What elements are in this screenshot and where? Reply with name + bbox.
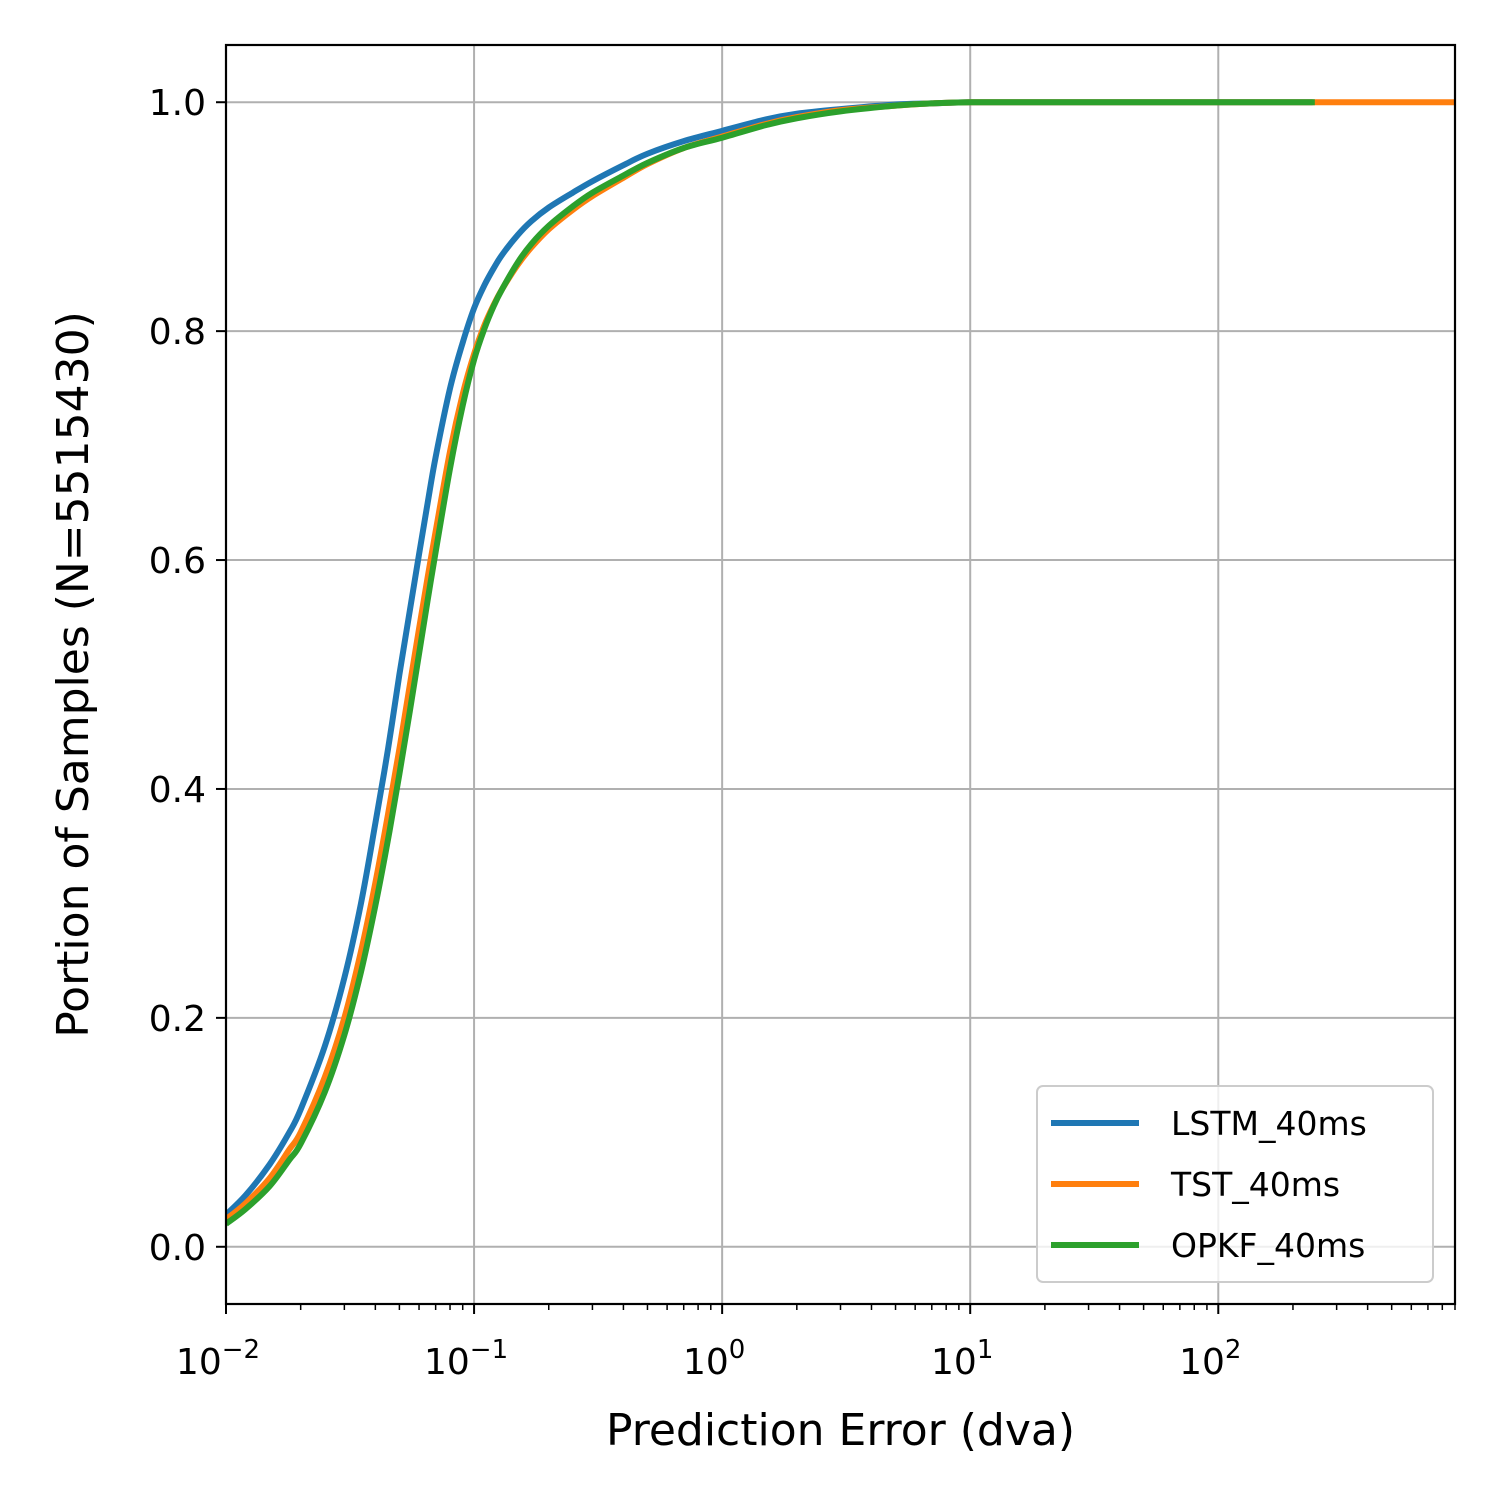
y-tick-label: 0.6 [149, 541, 206, 582]
series-lines [226, 99, 1455, 1227]
y-tick-label: 0.2 [149, 999, 206, 1040]
y-axis-label: Portion of Samples (N=5515430) [48, 311, 99, 1038]
x-tick-base: 10 [176, 1342, 222, 1383]
legend-label: LSTM_40ms [1171, 1104, 1367, 1143]
x-tick-label: 102 [1179, 1335, 1241, 1383]
x-tick-label: 10−1 [424, 1335, 508, 1383]
x-tick-base: 10 [931, 1342, 977, 1383]
x-tick-exponent: 2 [1225, 1335, 1242, 1365]
legend-box [1036, 1085, 1434, 1283]
x-axis-label: Prediction Error (dva) [606, 1405, 1075, 1456]
x-tick-base: 10 [424, 1342, 470, 1383]
x-tick-label: 10−2 [176, 1335, 260, 1383]
x-tick-base: 10 [1179, 1342, 1225, 1383]
axis-ticks [216, 101, 1456, 1314]
legend-label: TST_40ms [1170, 1165, 1340, 1204]
y-tick-label: 0.0 [149, 1228, 206, 1269]
legend-entries: LSTM_40ms TST_40ms OPKF_40ms [1051, 1104, 1367, 1265]
x-tick-label: 100 [683, 1335, 745, 1383]
legend: LSTM_40ms TST_40ms OPKF_40ms [1036, 1085, 1434, 1283]
opkf-40ms-series-line [226, 99, 1315, 1227]
y-tick-label: 0.4 [149, 770, 206, 811]
x-tick-exponent: −2 [222, 1335, 260, 1365]
x-tick-exponent: 1 [977, 1335, 994, 1365]
x-tick-exponent: −1 [470, 1335, 508, 1365]
legend-label: OPKF_40ms [1171, 1226, 1365, 1265]
x-tick-exponent: 0 [729, 1335, 746, 1365]
x-tick-label: 101 [931, 1335, 993, 1383]
y-tick-label: 0.8 [149, 312, 206, 353]
y-tick-label: 1.0 [149, 83, 206, 124]
x-tick-base: 10 [683, 1342, 729, 1383]
